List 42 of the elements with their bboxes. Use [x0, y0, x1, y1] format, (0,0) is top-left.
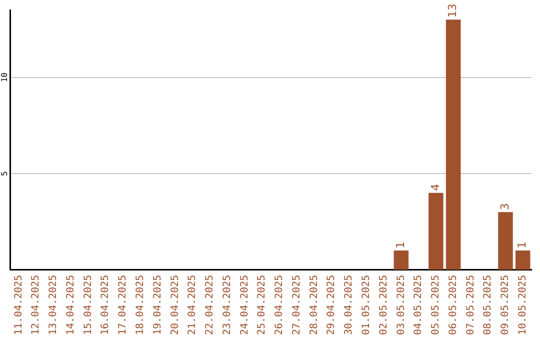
x-tick-label: 13.04.2025	[48, 274, 60, 336]
data-label: 1	[516, 242, 529, 249]
x-tick-label: 03.05.2025	[396, 274, 407, 336]
x-tick-label: 19.04.2025	[152, 274, 164, 336]
x-tick-label: 12.04.2025	[30, 274, 42, 336]
x-tick-label: 18.04.2025	[134, 274, 146, 336]
y-tick-label: 10	[0, 72, 10, 82]
x-tick-label: 23.04.2025	[222, 274, 233, 336]
bar	[515, 250, 530, 270]
x-tick-label: 11.04.2025	[13, 274, 24, 336]
x-tick-label: 14.04.2025	[65, 274, 76, 336]
x-tick-label: 22.04.2025	[204, 274, 216, 336]
x-tick-label: 08.05.2025	[482, 274, 494, 336]
x-tick-label: 30.04.2025	[344, 274, 355, 336]
x-tick-label: 16.04.2025	[100, 274, 112, 336]
x-tick-label: 05.05.2025	[430, 274, 442, 336]
x-tick-label: 25.04.2025	[256, 274, 268, 336]
y-tick-label: 5	[0, 170, 10, 176]
data-label: 4	[428, 184, 442, 191]
x-tick-label: 01.05.2025	[360, 274, 372, 336]
data-label: 3	[498, 203, 512, 210]
x-tick-label: 06.05.2025	[448, 274, 459, 336]
bar	[446, 20, 461, 270]
x-tick-label: 21.04.2025	[187, 274, 198, 336]
x-tick-label: 07.05.2025	[465, 274, 476, 336]
x-tick-label: 15.04.2025	[82, 274, 94, 336]
x-tick-label: 02.05.2025	[378, 274, 390, 336]
x-tick-label: 20.04.2025	[170, 274, 181, 336]
x-tick-label: 28.04.2025	[308, 274, 320, 336]
x-tick-label: 17.04.2025	[118, 274, 129, 336]
x-tick-label: 10.05.2025	[517, 274, 528, 336]
x-tick-label: 29.04.2025	[326, 274, 338, 336]
x-tick-label: 09.05.2025	[500, 274, 512, 336]
x-tick-label: 27.04.2025	[291, 274, 302, 336]
bar	[428, 192, 444, 270]
x-tick-label: 26.04.2025	[274, 274, 286, 336]
data-label: 13	[446, 4, 460, 18]
bar	[498, 212, 513, 270]
data-label: 1	[394, 242, 408, 249]
x-tick-label: 24.04.2025	[239, 274, 250, 336]
bar	[394, 250, 409, 270]
x-tick-label: 04.05.2025	[413, 274, 424, 336]
